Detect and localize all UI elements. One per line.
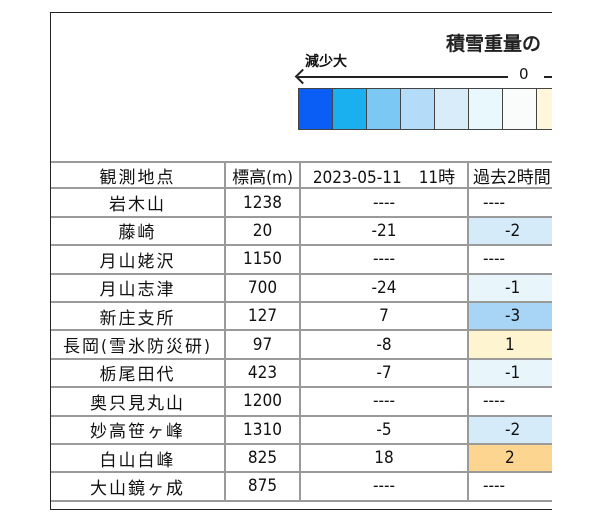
station-cell: 白山白峰 — [51, 444, 226, 474]
change-cell: -1 — [469, 274, 552, 303]
elevation-cell: 875 — [226, 473, 301, 502]
value-cell: ---- — [301, 189, 469, 218]
table-row: 藤崎 20 -21 -2 — [51, 217, 552, 247]
elevation-cell: 825 — [226, 444, 301, 474]
table-row: 栃尾田代 423 -7 -1 — [51, 359, 552, 389]
color-swatch — [434, 88, 468, 130]
change-cell: -2 — [469, 416, 552, 445]
zero-label: 0 — [519, 65, 529, 83]
elevation-cell: 1150 — [226, 246, 301, 275]
table-row: 月山姥沢 1150 ---- ---- — [51, 246, 552, 275]
value-cell: -5 — [301, 416, 469, 445]
station-cell: 大山鏡ヶ成 — [51, 473, 226, 502]
header-past-2h: 過去2時間 — [469, 161, 552, 190]
observation-table: 観測地点 標高(m) 2023-05-11 11時 過去2時間 岩木山 1238-… — [51, 161, 552, 502]
color-swatch — [366, 88, 400, 130]
change-cell: ---- — [469, 388, 552, 417]
station-cell: 岩木山 — [51, 189, 226, 218]
left-arrow-icon — [298, 76, 508, 78]
table-row: 白山白峰 825 18 2 — [51, 444, 552, 474]
value-cell: ---- — [301, 246, 469, 275]
value-cell: ---- — [301, 388, 469, 417]
table-row: 奥只見丸山 1200 ---- ---- — [51, 388, 552, 417]
elevation-cell: 20 — [226, 217, 301, 247]
table-row: 新庄支所 127 7 -3 — [51, 302, 552, 332]
header-datetime: 2023-05-11 11時 — [301, 161, 469, 190]
change-cell: ---- — [469, 473, 552, 502]
panel-title: 積雪重量の — [446, 33, 542, 55]
table-row: 大山鏡ヶ成 875 ---- ---- — [51, 473, 552, 502]
scale-dash — [544, 76, 552, 78]
value-cell: -7 — [301, 359, 469, 389]
elevation-cell: 1200 — [226, 388, 301, 417]
value-cell: -24 — [301, 274, 469, 303]
station-cell: 新庄支所 — [51, 302, 226, 332]
elevation-cell: 127 — [226, 302, 301, 332]
value-cell: ---- — [301, 473, 469, 502]
header-station: 観測地点 — [51, 161, 226, 190]
change-cell: -2 — [469, 217, 552, 247]
elevation-cell: 1310 — [226, 416, 301, 445]
header-elevation: 標高(m) — [226, 161, 301, 190]
table-header-row: 観測地点 標高(m) 2023-05-11 11時 過去2時間 — [51, 161, 552, 190]
table-row: 月山志津 700 -24 -1 — [51, 274, 552, 303]
station-cell: 月山姥沢 — [51, 246, 226, 275]
station-cell: 奥只見丸山 — [51, 388, 226, 417]
color-swatch — [468, 88, 502, 130]
table-row: 妙高笹ヶ峰 1310 -5 -2 — [51, 416, 552, 445]
change-cell: -1 — [469, 359, 552, 389]
table-row: 岩木山 1238 ---- ---- — [51, 189, 552, 218]
elevation-cell: 1238 — [226, 189, 301, 218]
change-cell: 2 — [469, 444, 552, 474]
color-swatch — [298, 88, 332, 130]
color-swatch — [400, 88, 434, 130]
station-cell: 藤崎 — [51, 217, 226, 247]
value-cell: -8 — [301, 331, 469, 360]
elevation-cell: 97 — [226, 331, 301, 360]
station-cell: 長岡(雪氷防災研) — [51, 331, 226, 360]
decrease-large-label: 減少大 — [305, 54, 347, 70]
change-cell: 1 — [469, 331, 552, 360]
color-scale — [298, 88, 552, 130]
station-cell: 妙高笹ヶ峰 — [51, 416, 226, 445]
color-swatch — [332, 88, 366, 130]
value-cell: 7 — [301, 302, 469, 332]
elevation-cell: 423 — [226, 359, 301, 389]
station-cell: 栃尾田代 — [51, 359, 226, 389]
color-swatch — [536, 88, 552, 130]
table-row: 長岡(雪氷防災研) 97 -8 1 — [51, 331, 552, 360]
value-cell: -21 — [301, 217, 469, 247]
change-cell: ---- — [469, 189, 552, 218]
snow-weight-panel: 積雪重量の 減少大 0 観測地点 標高(m) 2023-05-11 11時 過去… — [50, 12, 552, 510]
change-cell: -3 — [469, 302, 552, 332]
change-cell: ---- — [469, 246, 552, 275]
color-swatch — [502, 88, 536, 130]
elevation-cell: 700 — [226, 274, 301, 303]
station-cell: 月山志津 — [51, 274, 226, 303]
value-cell: 18 — [301, 444, 469, 474]
